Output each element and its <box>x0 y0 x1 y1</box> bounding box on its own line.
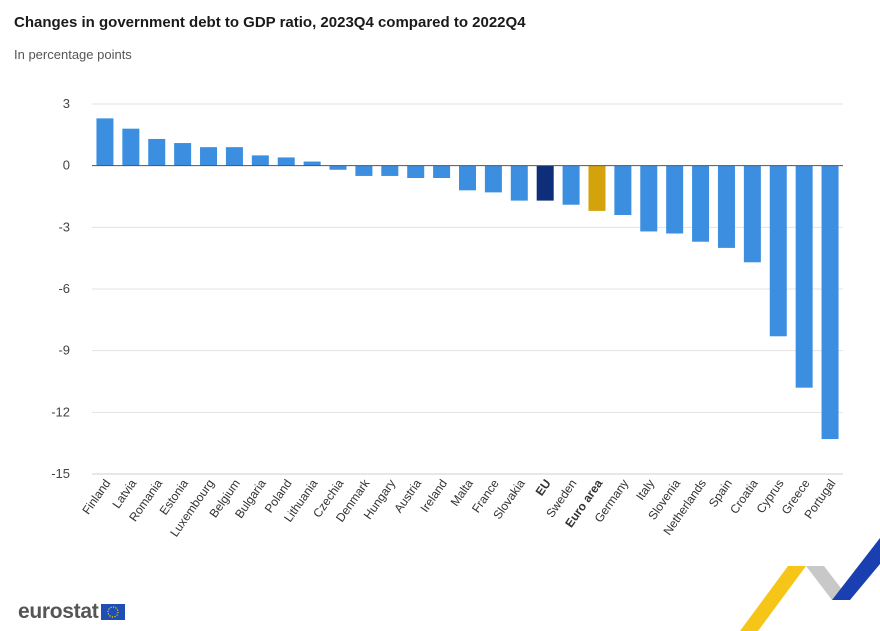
bar-hungary <box>381 165 399 176</box>
bar-luxembourg <box>200 147 218 166</box>
bar-chart: 30-3-6-9-12-15FinlandLatviaRomaniaEstoni… <box>51 96 843 539</box>
bar-lithuania <box>303 161 321 166</box>
x-tick-label-ireland: Ireland <box>418 477 451 515</box>
bar-malta <box>459 165 476 191</box>
bar-cyprus <box>769 165 787 337</box>
y-tick-label-6: -15 <box>51 466 70 481</box>
bar-germany <box>614 165 632 215</box>
bar-italy <box>640 165 658 232</box>
y-tick-label-4: -9 <box>58 343 70 358</box>
x-tick-label-austria: Austria <box>391 476 424 515</box>
bar-poland <box>277 157 295 166</box>
bar-latvia <box>122 128 140 166</box>
bar-spain <box>717 165 735 248</box>
bar-ireland <box>433 165 451 178</box>
logo-text: eurostat <box>18 600 99 623</box>
y-tick-label-5: -12 <box>51 404 70 419</box>
y-tick-label-2: -3 <box>58 219 70 234</box>
y-tick-label-1: 0 <box>63 158 70 173</box>
bar-netherlands <box>692 165 710 242</box>
eurostat-logo: eurostat <box>18 600 126 624</box>
bar-denmark <box>355 165 373 176</box>
bar-croatia <box>743 165 761 263</box>
bar-france <box>484 165 502 193</box>
y-tick-label-0: 3 <box>63 96 70 111</box>
bar-belgium <box>225 147 243 166</box>
chart-title: Changes in government debt to GDP ratio,… <box>14 14 526 31</box>
decorative-swoosh-graphic <box>740 538 880 631</box>
bar-sweden <box>562 165 580 205</box>
bar-greece <box>795 165 813 388</box>
bar-romania <box>148 138 166 166</box>
bar-euro-area <box>588 165 606 211</box>
bar-slovakia <box>510 165 528 201</box>
bar-eu <box>536 165 554 201</box>
bar-bulgaria <box>251 155 269 166</box>
y-tick-label-3: -6 <box>58 281 70 296</box>
x-tick-label-finland: Finland <box>79 477 113 517</box>
chart-subtitle: In percentage points <box>14 47 132 62</box>
eu-flag-icon <box>101 604 126 620</box>
x-tick-label-eu: EU <box>533 477 554 499</box>
bar-estonia <box>174 143 192 166</box>
bar-slovenia <box>666 165 684 234</box>
bar-czechia <box>329 165 347 170</box>
bar-portugal <box>821 165 839 440</box>
bar-austria <box>407 165 425 178</box>
x-tick-label-italy: Italy <box>633 477 657 503</box>
bar-finland <box>96 118 114 166</box>
